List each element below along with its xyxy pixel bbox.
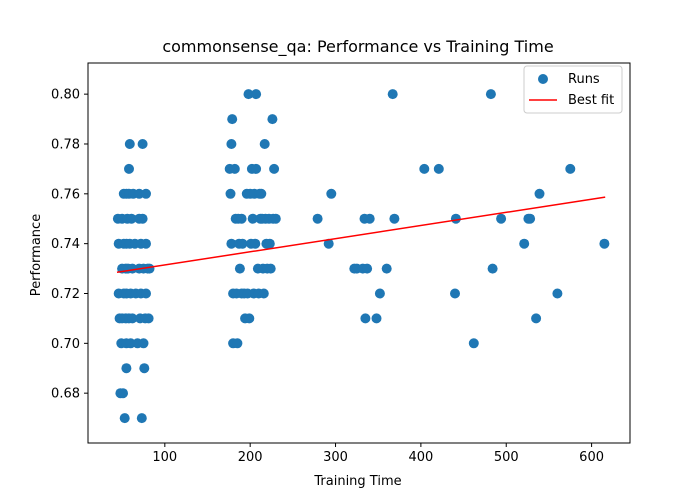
data-point (144, 263, 155, 274)
data-point (519, 238, 530, 249)
y-tick-label: 0.68 (51, 387, 80, 402)
data-point (244, 313, 255, 324)
data-point (251, 163, 262, 174)
data-point (251, 89, 262, 100)
data-point (119, 413, 130, 424)
best-fit-line (116, 196, 606, 274)
data-point (485, 89, 496, 100)
data-point (360, 313, 371, 324)
data-point (138, 338, 149, 349)
data-point (599, 238, 610, 249)
data-point (137, 213, 148, 224)
y-tick-label: 0.76 (51, 187, 80, 202)
data-point (259, 139, 270, 149)
data-point (267, 114, 278, 125)
data-point (232, 338, 243, 349)
data-point (258, 288, 269, 299)
data-point (250, 238, 261, 249)
data-point (137, 139, 148, 149)
fit-line-segment (116, 196, 606, 274)
data-point (433, 163, 444, 174)
data-point (226, 139, 237, 149)
data-point (237, 238, 248, 249)
data-point (126, 213, 137, 224)
x-tick-label: 600 (579, 450, 604, 465)
data-point (139, 363, 150, 374)
legend-runs-label: Runs (568, 72, 600, 87)
x-tick-label: 500 (494, 450, 519, 465)
data-point (265, 263, 276, 274)
legend: Runs Best fit (523, 65, 623, 114)
data-point (565, 163, 576, 174)
data-point (124, 139, 135, 149)
data-point (496, 213, 507, 224)
x-tick-label: 300 (323, 450, 348, 465)
data-point (270, 213, 281, 224)
y-tick-label: 0.80 (51, 88, 80, 103)
axes: 100 200 300 400 500 600 0.68 0.70 0.72 0.74 0.76 0.… (51, 62, 631, 465)
data-point (141, 288, 151, 299)
x-tick-label: 100 (152, 450, 177, 465)
data-point (371, 313, 382, 324)
chart-title: commonsense_qa: Performance vs Training … (162, 37, 553, 57)
data-point (269, 163, 280, 174)
data-point (389, 213, 400, 224)
data-point (141, 188, 151, 199)
data-point (450, 288, 460, 299)
data-point (256, 188, 267, 199)
data-point (362, 263, 373, 274)
data-point (531, 313, 542, 324)
data-point (227, 114, 238, 125)
plot-area (88, 63, 630, 443)
data-point (326, 188, 337, 199)
data-point (121, 363, 132, 374)
data-point (141, 238, 151, 249)
data-point (225, 188, 236, 199)
x-tick-label: 400 (408, 450, 433, 465)
data-point (264, 238, 275, 249)
data-point (364, 213, 375, 224)
data-point (236, 213, 247, 224)
data-point (247, 213, 258, 224)
y-tick-label: 0.78 (51, 137, 80, 152)
data-point (124, 163, 134, 174)
legend-box (523, 65, 623, 114)
data-point (226, 238, 237, 249)
y-tick-label: 0.72 (51, 287, 80, 302)
plot-background (88, 63, 630, 443)
data-point (234, 263, 245, 274)
data-point (143, 313, 154, 324)
data-point (136, 413, 147, 424)
data-point (552, 288, 563, 299)
y-axis-label: Performance (29, 214, 44, 296)
data-point (534, 188, 545, 199)
data-point (229, 163, 240, 174)
x-tick-label: 200 (238, 450, 263, 465)
data-point (525, 213, 536, 224)
x-axis-label: Training Time (313, 474, 401, 489)
axes-frame (87, 62, 631, 444)
data-point (450, 213, 461, 224)
data-point (381, 263, 392, 274)
data-point (118, 388, 128, 399)
scatter-points (112, 89, 610, 424)
data-point (419, 163, 430, 174)
data-point (127, 313, 138, 324)
data-point (243, 89, 254, 100)
legend-fit-label: Best fit (568, 93, 614, 108)
data-point (487, 263, 498, 274)
y-tick-label: 0.70 (51, 337, 80, 352)
data-point (374, 288, 385, 299)
legend-runs-marker (538, 74, 548, 84)
y-tick-label: 0.74 (51, 237, 80, 252)
data-point (468, 338, 479, 349)
data-point (387, 89, 398, 100)
data-point (312, 213, 323, 224)
data-point (323, 238, 334, 249)
